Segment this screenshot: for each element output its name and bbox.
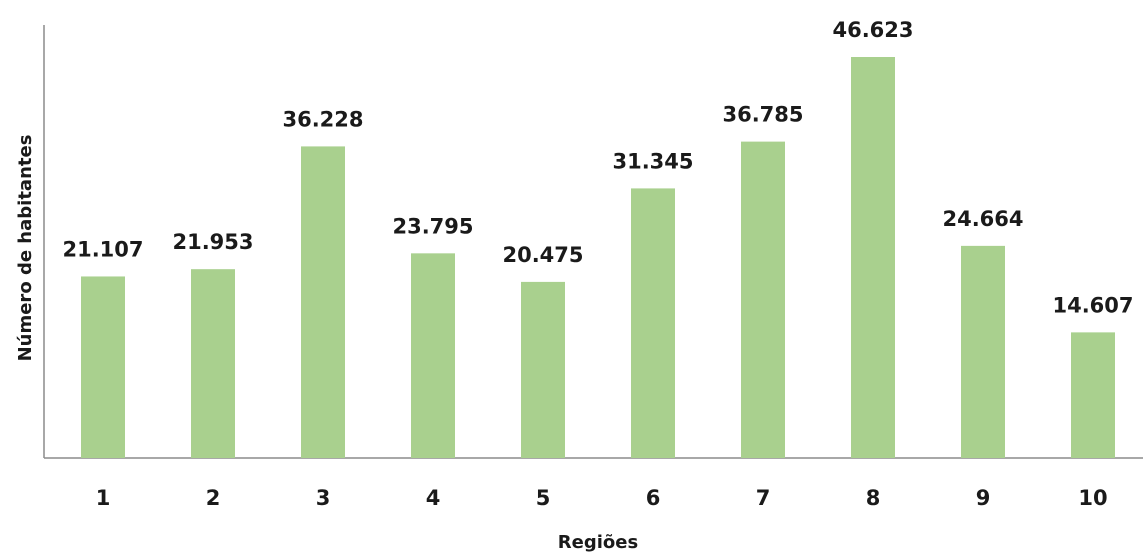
x-tick-label-region-7: 7 xyxy=(756,486,771,510)
value-label-region-6: 31.345 xyxy=(612,149,693,173)
bars-group xyxy=(81,57,1115,458)
x-tick-label-region-5: 5 xyxy=(536,486,551,510)
value-label-region-10: 14.607 xyxy=(1052,293,1133,317)
value-label-region-2: 21.953 xyxy=(172,230,253,254)
x-tick-labels-group: 1 2 3 4 5 6 7 8 9 10 xyxy=(96,486,1108,510)
bar-region-2 xyxy=(191,269,235,458)
x-tick-label-region-6: 6 xyxy=(646,486,661,510)
bar-region-1 xyxy=(81,276,125,458)
bar-region-7 xyxy=(741,141,785,458)
x-tick-label-region-8: 8 xyxy=(866,486,881,510)
x-tick-label-region-4: 4 xyxy=(426,486,441,510)
x-tick-label-region-9: 9 xyxy=(976,486,991,510)
value-label-region-4: 23.795 xyxy=(392,214,473,238)
bar-region-4 xyxy=(411,253,455,458)
x-tick-label-region-3: 3 xyxy=(316,486,331,510)
bar-region-3 xyxy=(301,146,345,458)
value-label-region-5: 20.475 xyxy=(502,243,583,267)
bar-region-6 xyxy=(631,188,675,458)
value-label-region-8: 46.623 xyxy=(832,18,913,42)
value-label-region-9: 24.664 xyxy=(942,207,1023,231)
value-label-region-7: 36.785 xyxy=(722,103,803,127)
x-tick-label-region-10: 10 xyxy=(1078,486,1107,510)
bar-region-9 xyxy=(961,245,1005,458)
value-label-region-3: 36.228 xyxy=(282,107,363,131)
x-tick-label-region-1: 1 xyxy=(96,486,111,510)
value-labels-group: 21.107 21.953 36.228 23.795 20.475 31.345 36.7… xyxy=(62,18,1133,317)
x-axis-title: Regiões xyxy=(558,532,638,553)
bar-region-8 xyxy=(851,57,895,458)
x-tick-label-region-2: 2 xyxy=(206,486,221,510)
bar-region-5 xyxy=(521,281,565,458)
y-axis-title: Número de habitantes xyxy=(15,135,36,362)
value-label-region-1: 21.107 xyxy=(62,237,143,261)
bar-region-10 xyxy=(1071,332,1115,458)
